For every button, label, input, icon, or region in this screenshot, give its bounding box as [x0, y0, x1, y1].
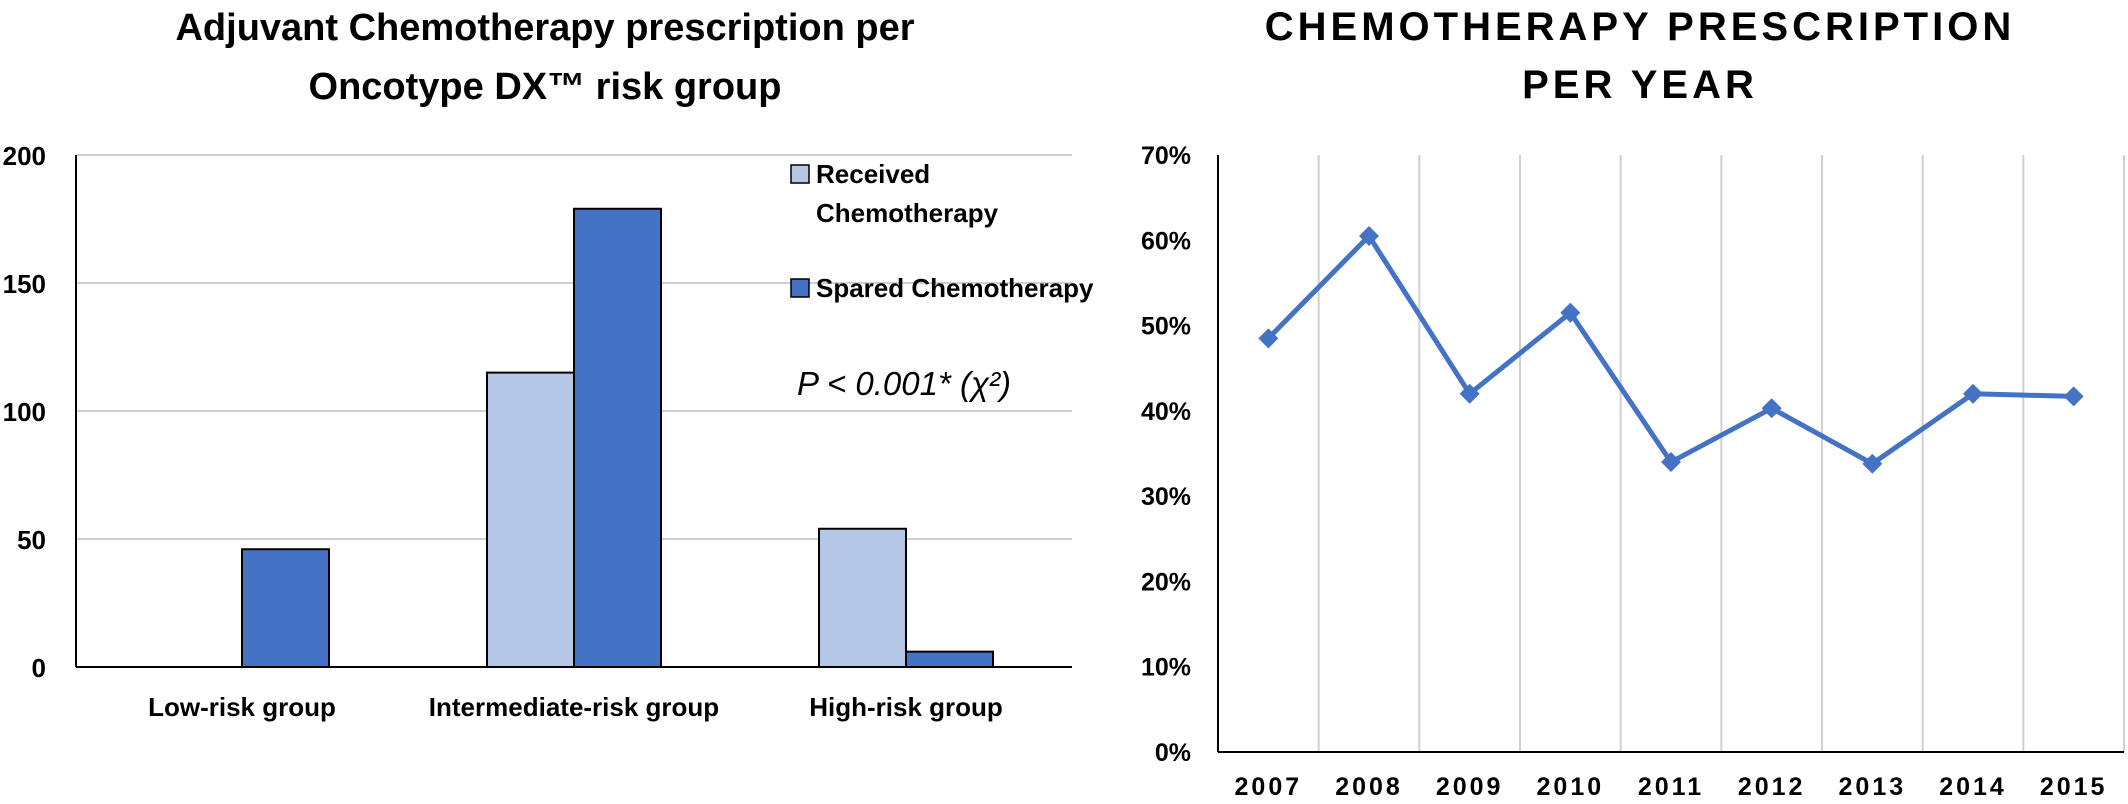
data-point [1459, 383, 1480, 404]
legend-swatch-spared [790, 278, 810, 298]
line-chart: CHEMOTHERAPY PRESCRIPTION PER YEAR 0% 10%… [1141, 5, 2125, 801]
legend-label-received-line-1: Received [816, 159, 930, 189]
data-point [1661, 452, 1681, 473]
line-x-tick-label: 2014 [1939, 773, 2007, 801]
bar [573, 207, 662, 668]
line-y-tick-label: 30% [1141, 483, 1191, 511]
data-point [1258, 328, 1279, 349]
bar-y-tick-label: 50 [17, 525, 46, 555]
line-chart-title-line-1: CHEMOTHERAPY PRESCRIPTION [1265, 5, 2015, 49]
line-x-tick-label: 2015 [2040, 773, 2108, 801]
data-point [1862, 453, 1883, 474]
p-value-annotation: P < 0.001* (χ²) [797, 365, 1011, 402]
bar-chart: Adjuvant Chemotherapy prescription per O… [3, 7, 1094, 722]
line-x-tick-label: 2011 [1638, 773, 1704, 801]
legend-label-received-line-2: Chemotherapy [816, 198, 999, 228]
line-chart-y-tick-labels: 0% 10% 20% 30% 40% 50% 60% 70% [1141, 142, 1191, 767]
line-chart-x-tick-labels: 2007 2008 2009 2010 2011 2012 2013 2014 2015 [1235, 773, 2108, 801]
bar-chart-x-tick-labels: Low-risk group Intermediate-risk group Hig… [148, 692, 1003, 722]
data-point [2063, 386, 2084, 407]
line-chart-series [1258, 226, 2084, 474]
line-x-tick-label: 2009 [1436, 773, 1504, 801]
bar [905, 650, 994, 669]
bar-chart-y-tick-labels: 0 50 100 150 200 [3, 141, 46, 683]
line-y-tick-label: 10% [1141, 654, 1191, 682]
data-point [1963, 383, 1983, 404]
bar-chart-title-line-1: Adjuvant Chemotherapy prescription per [175, 7, 914, 49]
bar-x-tick-label: Low-risk group [148, 692, 336, 722]
bar-chart-title-line-2: Oncotype DX™ risk group [309, 66, 782, 108]
bar-x-tick-label: High-risk group [809, 692, 1003, 722]
bar [241, 548, 330, 668]
data-point [1761, 398, 1782, 419]
line-x-tick-label: 2013 [1839, 773, 1907, 801]
bar [486, 371, 575, 668]
line-y-tick-label: 50% [1141, 313, 1191, 341]
bar-x-tick-label: Intermediate-risk group [429, 692, 719, 722]
bar-y-tick-label: 0 [32, 653, 46, 683]
line-x-tick-label: 2008 [1335, 773, 1403, 801]
line-x-tick-label: 2007 [1235, 773, 1303, 801]
line-y-tick-label: 40% [1141, 398, 1191, 426]
bar-chart-legend: Received Chemotherapy Spared Chemotherap… [790, 159, 1094, 303]
bar [818, 527, 907, 669]
line-x-tick-label: 2010 [1537, 773, 1605, 801]
data-point [1560, 302, 1581, 323]
line-y-tick-label: 70% [1141, 142, 1191, 170]
line-x-tick-label: 2012 [1738, 773, 1806, 801]
line-y-tick-label: 20% [1141, 568, 1191, 596]
legend-label-spared: Spared Chemotherapy [816, 273, 1094, 303]
line-chart-gridlines [1317, 155, 2125, 752]
legend-swatch-received [790, 164, 810, 184]
series-line [1266, 233, 2074, 467]
bar-y-tick-label: 150 [3, 269, 46, 299]
bar-y-tick-label: 100 [3, 397, 46, 427]
line-chart-title-line-2: PER YEAR [1522, 63, 1758, 107]
line-y-tick-label: 60% [1141, 227, 1191, 255]
data-point [1359, 226, 1379, 247]
line-y-tick-label: 0% [1155, 739, 1191, 767]
bar-y-tick-label: 200 [3, 141, 46, 171]
